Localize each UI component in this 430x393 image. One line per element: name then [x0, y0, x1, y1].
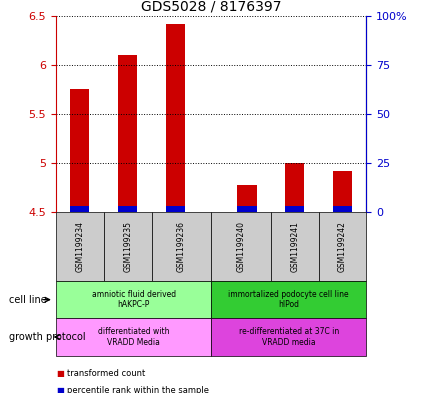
Bar	[285, 163, 304, 212]
Bar	[332, 171, 351, 212]
Text: immortalized podocyte cell line
hIPod: immortalized podocyte cell line hIPod	[228, 290, 348, 309]
Text: ■: ■	[56, 386, 64, 393]
Text: percentile rank within the sample: percentile rank within the sample	[67, 386, 208, 393]
Bar	[70, 206, 89, 212]
Bar	[166, 206, 184, 212]
Text: re-differentiated at 37C in
VRADD media: re-differentiated at 37C in VRADD media	[238, 327, 338, 347]
Text: cell line: cell line	[9, 295, 46, 305]
Text: GSM1199240: GSM1199240	[236, 221, 245, 272]
Text: amniotic fluid derived
hAKPC-P: amniotic fluid derived hAKPC-P	[91, 290, 175, 309]
Title: GDS5028 / 8176397: GDS5028 / 8176397	[141, 0, 281, 13]
Bar	[237, 185, 256, 212]
Bar	[118, 55, 137, 212]
Bar	[118, 206, 137, 212]
Text: GSM1199235: GSM1199235	[123, 221, 132, 272]
Text: GSM1199242: GSM1199242	[337, 221, 346, 272]
Bar	[70, 89, 89, 212]
Text: GSM1199236: GSM1199236	[176, 221, 185, 272]
Text: differentiated with
VRADD Media: differentiated with VRADD Media	[98, 327, 169, 347]
Bar	[332, 206, 351, 212]
Bar	[237, 206, 256, 212]
Text: transformed count: transformed count	[67, 369, 145, 378]
Text: GSM1199241: GSM1199241	[289, 221, 298, 272]
Text: ■: ■	[56, 369, 64, 378]
Bar	[166, 24, 184, 212]
Text: GSM1199234: GSM1199234	[75, 221, 84, 272]
Text: growth protocol: growth protocol	[9, 332, 85, 342]
Bar	[285, 206, 304, 212]
